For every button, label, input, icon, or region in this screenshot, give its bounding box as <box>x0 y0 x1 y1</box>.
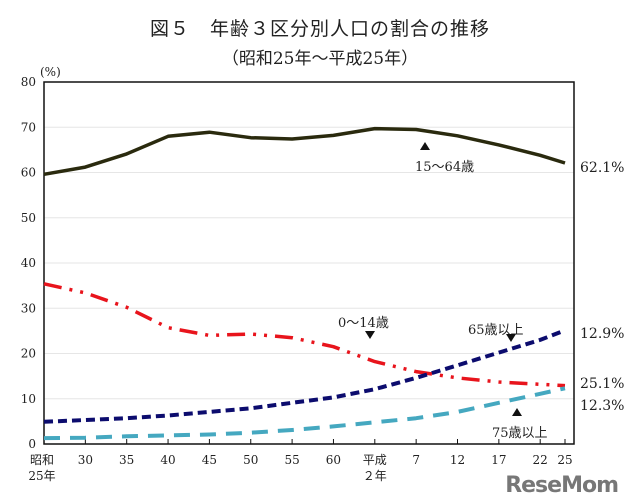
series-0 <box>43 126 566 177</box>
series-line <box>43 328 566 424</box>
series-label: 65歳以上 <box>468 323 524 338</box>
series-label: 75歳以上 <box>492 426 548 441</box>
y-tick-label: 80 <box>21 75 36 89</box>
y-tick-label: 10 <box>21 392 36 406</box>
x-tick-label: 25 <box>557 453 572 467</box>
x-tick-label: 45 <box>202 453 217 467</box>
y-tick-label: 60 <box>21 166 36 180</box>
chart-subtitle: （昭和25年〜平成25年） <box>221 49 419 69</box>
y-axis-unit: (%) <box>40 65 61 79</box>
y-tick-label: 50 <box>21 211 36 225</box>
end-value-label: 62.1% <box>580 160 624 176</box>
resemom-watermark-logo: ReseMom <box>505 473 619 498</box>
y-tick-label: 40 <box>21 256 36 270</box>
x-tick-label: 60 <box>326 453 341 467</box>
series-line <box>43 386 566 441</box>
x-tick-label: 7 <box>412 453 420 467</box>
x-tick-label: 35 <box>119 453 134 467</box>
x-tick-label: 12 <box>450 453 465 467</box>
chart-title: 図５ 年齢３区分別人口の割合の推移 <box>149 18 490 40</box>
triangle-down-icon <box>506 334 516 342</box>
triangle-up-icon <box>420 142 430 150</box>
x-tick-label: 50 <box>243 453 258 467</box>
y-tick-label: 0 <box>28 437 36 451</box>
x-tick-label: 22 <box>533 453 548 467</box>
x-tick-label: 30 <box>78 453 93 467</box>
triangle-up-icon <box>512 408 522 416</box>
end-value-label: 25.1% <box>580 376 624 392</box>
series-line <box>43 282 566 388</box>
x-tick-label: 55 <box>284 453 299 467</box>
series-1 <box>43 282 566 388</box>
series-line <box>43 126 566 177</box>
end-value-label: 12.9% <box>580 326 624 342</box>
x-tick-label: 17 <box>491 453 506 467</box>
x-tick-label: ２年 <box>363 469 387 483</box>
series-label: 15〜64歳 <box>415 160 474 175</box>
x-tick-label: 40 <box>160 453 175 467</box>
x-tick-label: 昭和 <box>30 453 54 467</box>
series-label: 0〜14歳 <box>338 316 389 331</box>
x-tick-label: 25年 <box>28 469 55 483</box>
y-tick-label: 30 <box>21 301 36 315</box>
end-value-label: 12.3% <box>580 398 624 414</box>
y-tick-label: 20 <box>21 347 36 361</box>
plot-frame <box>43 81 575 445</box>
x-tick-label: 平成 <box>363 453 387 467</box>
y-tick-label: 70 <box>21 120 36 134</box>
series-3 <box>43 386 566 441</box>
series-2 <box>43 328 566 424</box>
triangle-down-icon <box>365 331 375 339</box>
